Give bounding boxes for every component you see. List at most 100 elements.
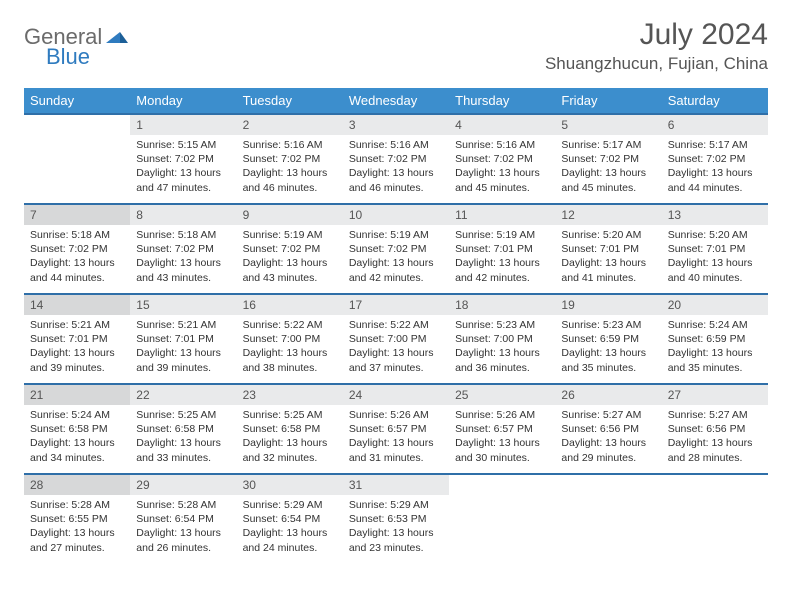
day-line: and 32 minutes. <box>243 451 337 465</box>
day-line: Daylight: 13 hours <box>136 436 230 450</box>
day-line: Daylight: 13 hours <box>349 166 443 180</box>
day-content: Sunrise: 5:16 AMSunset: 7:02 PMDaylight:… <box>343 135 449 201</box>
day-line: Daylight: 13 hours <box>30 436 124 450</box>
day-line: Sunrise: 5:24 AM <box>30 408 124 422</box>
day-line: Daylight: 13 hours <box>30 526 124 540</box>
day-cell: 11Sunrise: 5:19 AMSunset: 7:01 PMDayligh… <box>449 204 555 294</box>
day-line: Sunrise: 5:19 AM <box>455 228 549 242</box>
day-line: Sunrise: 5:23 AM <box>455 318 549 332</box>
day-line: Sunset: 7:00 PM <box>349 332 443 346</box>
day-content: Sunrise: 5:27 AMSunset: 6:56 PMDaylight:… <box>555 405 661 471</box>
week-row: 14Sunrise: 5:21 AMSunset: 7:01 PMDayligh… <box>24 294 768 384</box>
day-number: 9 <box>237 205 343 225</box>
day-line: Sunrise: 5:16 AM <box>455 138 549 152</box>
day-line: and 24 minutes. <box>243 541 337 555</box>
day-cell: 31Sunrise: 5:29 AMSunset: 6:53 PMDayligh… <box>343 474 449 564</box>
day-content: Sunrise: 5:29 AMSunset: 6:54 PMDaylight:… <box>237 495 343 561</box>
day-line: Sunrise: 5:19 AM <box>243 228 337 242</box>
day-cell: 6Sunrise: 5:17 AMSunset: 7:02 PMDaylight… <box>662 114 768 204</box>
day-line: and 35 minutes. <box>668 361 762 375</box>
day-line: Sunrise: 5:17 AM <box>561 138 655 152</box>
day-cell: 9Sunrise: 5:19 AMSunset: 7:02 PMDaylight… <box>237 204 343 294</box>
day-line: and 23 minutes. <box>349 541 443 555</box>
month-title: July 2024 <box>545 18 768 52</box>
day-line: Sunset: 7:02 PM <box>30 242 124 256</box>
day-content: Sunrise: 5:24 AMSunset: 6:58 PMDaylight:… <box>24 405 130 471</box>
day-cell: 23Sunrise: 5:25 AMSunset: 6:58 PMDayligh… <box>237 384 343 474</box>
day-cell: 2Sunrise: 5:16 AMSunset: 7:02 PMDaylight… <box>237 114 343 204</box>
day-line: Daylight: 13 hours <box>243 346 337 360</box>
day-line: Sunset: 7:02 PM <box>349 152 443 166</box>
day-number: 18 <box>449 295 555 315</box>
day-line: and 31 minutes. <box>349 451 443 465</box>
day-line: Daylight: 13 hours <box>136 256 230 270</box>
day-content: Sunrise: 5:17 AMSunset: 7:02 PMDaylight:… <box>555 135 661 201</box>
day-line: Sunrise: 5:16 AM <box>243 138 337 152</box>
day-cell: 20Sunrise: 5:24 AMSunset: 6:59 PMDayligh… <box>662 294 768 384</box>
day-line: and 42 minutes. <box>349 271 443 285</box>
title-block: July 2024 Shuangzhucun, Fujian, China <box>545 18 768 74</box>
day-line: Daylight: 13 hours <box>136 166 230 180</box>
day-line: and 28 minutes. <box>668 451 762 465</box>
day-content: Sunrise: 5:26 AMSunset: 6:57 PMDaylight:… <box>343 405 449 471</box>
day-content: Sunrise: 5:19 AMSunset: 7:02 PMDaylight:… <box>237 225 343 291</box>
day-line: and 41 minutes. <box>561 271 655 285</box>
day-header-row: Sunday Monday Tuesday Wednesday Thursday… <box>24 88 768 114</box>
day-cell: 26Sunrise: 5:27 AMSunset: 6:56 PMDayligh… <box>555 384 661 474</box>
day-cell: 29Sunrise: 5:28 AMSunset: 6:54 PMDayligh… <box>130 474 236 564</box>
day-line: and 40 minutes. <box>668 271 762 285</box>
day-content: Sunrise: 5:26 AMSunset: 6:57 PMDaylight:… <box>449 405 555 471</box>
day-cell: 25Sunrise: 5:26 AMSunset: 6:57 PMDayligh… <box>449 384 555 474</box>
day-cell <box>449 474 555 564</box>
day-number: 16 <box>237 295 343 315</box>
logo-text-blue-wrap: Blue <box>46 44 90 70</box>
day-line: and 47 minutes. <box>136 181 230 195</box>
day-cell: 15Sunrise: 5:21 AMSunset: 7:01 PMDayligh… <box>130 294 236 384</box>
day-line: Sunrise: 5:28 AM <box>30 498 124 512</box>
day-content: Sunrise: 5:19 AMSunset: 7:02 PMDaylight:… <box>343 225 449 291</box>
day-line: and 46 minutes. <box>349 181 443 195</box>
day-content: Sunrise: 5:28 AMSunset: 6:55 PMDaylight:… <box>24 495 130 561</box>
day-cell: 5Sunrise: 5:17 AMSunset: 7:02 PMDaylight… <box>555 114 661 204</box>
day-line: Daylight: 13 hours <box>30 256 124 270</box>
week-row: 21Sunrise: 5:24 AMSunset: 6:58 PMDayligh… <box>24 384 768 474</box>
day-content: Sunrise: 5:18 AMSunset: 7:02 PMDaylight:… <box>130 225 236 291</box>
day-line: and 39 minutes. <box>136 361 230 375</box>
day-line: Sunrise: 5:18 AM <box>30 228 124 242</box>
week-row: 7Sunrise: 5:18 AMSunset: 7:02 PMDaylight… <box>24 204 768 294</box>
day-line: and 36 minutes. <box>455 361 549 375</box>
day-cell: 30Sunrise: 5:29 AMSunset: 6:54 PMDayligh… <box>237 474 343 564</box>
day-number: 14 <box>24 295 130 315</box>
day-line: Daylight: 13 hours <box>668 256 762 270</box>
day-number: 25 <box>449 385 555 405</box>
day-line: Sunset: 7:02 PM <box>136 242 230 256</box>
day-cell: 27Sunrise: 5:27 AMSunset: 6:56 PMDayligh… <box>662 384 768 474</box>
day-line: and 27 minutes. <box>30 541 124 555</box>
day-line: Sunset: 7:02 PM <box>243 242 337 256</box>
day-header: Saturday <box>662 88 768 114</box>
day-line: Sunrise: 5:21 AM <box>30 318 124 332</box>
day-content: Sunrise: 5:29 AMSunset: 6:53 PMDaylight:… <box>343 495 449 561</box>
day-number: 30 <box>237 475 343 495</box>
day-number: 3 <box>343 115 449 135</box>
day-line: and 35 minutes. <box>561 361 655 375</box>
day-number: 28 <box>24 475 130 495</box>
day-cell: 16Sunrise: 5:22 AMSunset: 7:00 PMDayligh… <box>237 294 343 384</box>
day-line: Daylight: 13 hours <box>136 346 230 360</box>
day-line: Daylight: 13 hours <box>349 436 443 450</box>
day-line: Sunset: 7:01 PM <box>30 332 124 346</box>
day-line: Sunrise: 5:21 AM <box>136 318 230 332</box>
day-line: Daylight: 13 hours <box>30 346 124 360</box>
day-number: 27 <box>662 385 768 405</box>
day-cell: 17Sunrise: 5:22 AMSunset: 7:00 PMDayligh… <box>343 294 449 384</box>
day-cell: 7Sunrise: 5:18 AMSunset: 7:02 PMDaylight… <box>24 204 130 294</box>
day-header: Tuesday <box>237 88 343 114</box>
day-line: Daylight: 13 hours <box>455 256 549 270</box>
day-content: Sunrise: 5:18 AMSunset: 7:02 PMDaylight:… <box>24 225 130 291</box>
day-content: Sunrise: 5:16 AMSunset: 7:02 PMDaylight:… <box>237 135 343 201</box>
day-line: and 45 minutes. <box>561 181 655 195</box>
day-number: 15 <box>130 295 236 315</box>
day-line: and 33 minutes. <box>136 451 230 465</box>
day-line: Sunrise: 5:18 AM <box>136 228 230 242</box>
day-line: Daylight: 13 hours <box>561 166 655 180</box>
